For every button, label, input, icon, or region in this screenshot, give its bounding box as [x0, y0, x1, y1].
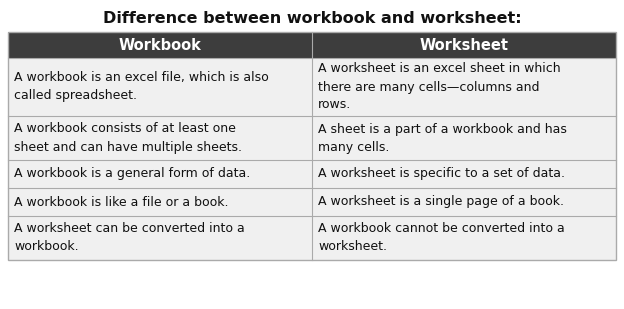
Text: A worksheet is specific to a set of data.: A worksheet is specific to a set of data… — [318, 167, 565, 180]
Text: A workbook is a general form of data.: A workbook is a general form of data. — [14, 167, 250, 180]
Text: A sheet is a part of a workbook and has
many cells.: A sheet is a part of a workbook and has … — [318, 122, 567, 154]
Text: A workbook is like a file or a book.: A workbook is like a file or a book. — [14, 196, 228, 209]
Text: A workbook is an excel file, which is also
called spreadsheet.: A workbook is an excel file, which is al… — [14, 71, 269, 103]
Bar — [8, 160, 616, 188]
Bar — [8, 58, 616, 116]
Text: Worksheet: Worksheet — [419, 37, 509, 53]
Text: A worksheet can be converted into a
workbook.: A worksheet can be converted into a work… — [14, 222, 245, 253]
Bar — [8, 216, 616, 260]
Text: A worksheet is an excel sheet in which
there are many cells—columns and
rows.: A worksheet is an excel sheet in which t… — [318, 62, 560, 112]
Text: A workbook consists of at least one
sheet and can have multiple sheets.: A workbook consists of at least one shee… — [14, 122, 242, 154]
Bar — [8, 32, 616, 58]
Bar — [8, 188, 616, 216]
Text: Difference between workbook and worksheet:: Difference between workbook and workshee… — [103, 11, 521, 26]
Bar — [8, 116, 616, 160]
Text: Workbook: Workbook — [119, 37, 202, 53]
Bar — [8, 32, 616, 260]
Text: A workbook cannot be converted into a
worksheet.: A workbook cannot be converted into a wo… — [318, 222, 565, 253]
Text: A worksheet is a single page of a book.: A worksheet is a single page of a book. — [318, 196, 564, 209]
